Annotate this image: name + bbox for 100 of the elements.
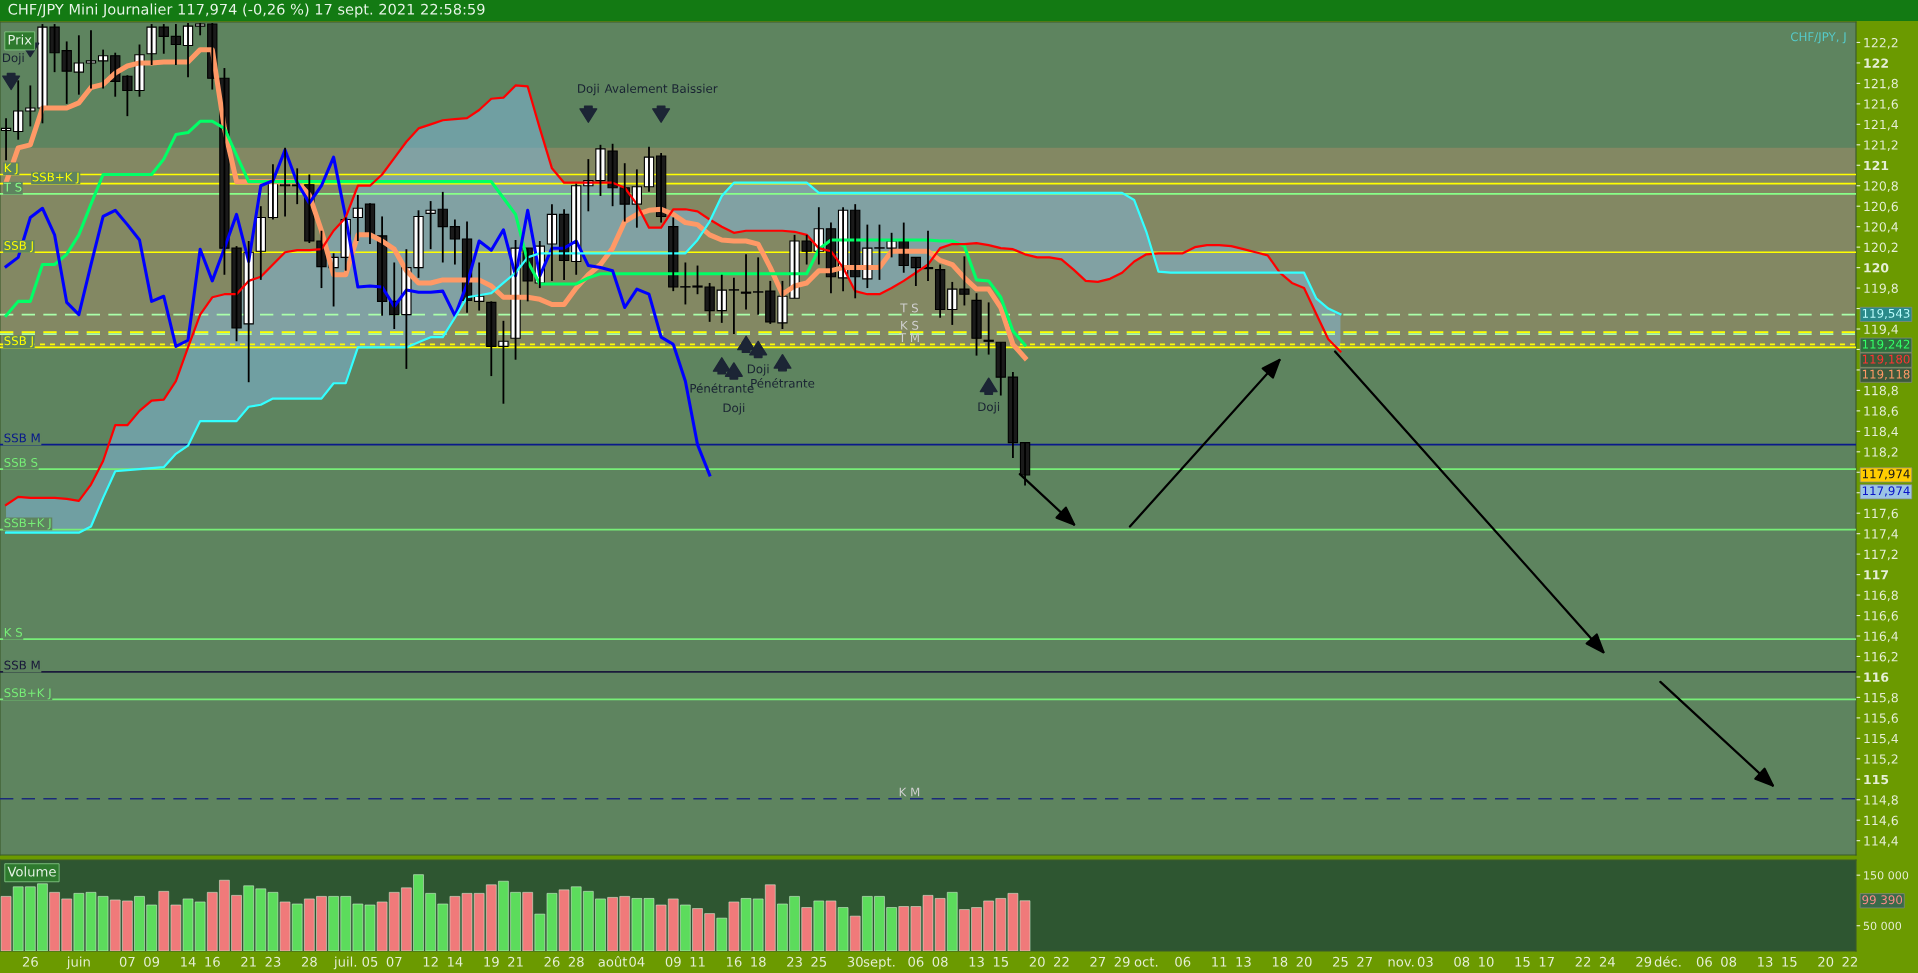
y-tick-label: 114,8 bbox=[1864, 795, 1898, 806]
x-tick-label: 14 bbox=[181, 956, 196, 967]
x-tick-label: nov. bbox=[1388, 959, 1414, 967]
x-tick-label: 08 bbox=[932, 956, 948, 967]
ref-line-label: SSB+K J bbox=[4, 518, 51, 530]
ref-line-label: SSB M bbox=[4, 433, 40, 443]
x-tick-label: 09 bbox=[144, 956, 160, 967]
y-tick-label: 121 bbox=[1864, 160, 1889, 171]
ref-line-label: SSB S bbox=[4, 457, 38, 467]
ref-line-label: SSB J bbox=[4, 336, 33, 348]
x-tick-label: 26 bbox=[22, 956, 38, 967]
x-tick-label: 09 bbox=[665, 956, 681, 967]
y-tick-label: 122 bbox=[1864, 58, 1888, 68]
annotation: Doji bbox=[578, 83, 599, 96]
ref-line-label: K M bbox=[899, 787, 920, 797]
line-series bbox=[4, 119, 1027, 347]
x-tick-label: 11 bbox=[690, 956, 705, 967]
y-tick-label: 116,2 bbox=[1864, 651, 1898, 663]
ref-line-label: SSB J bbox=[4, 241, 33, 253]
ref-line-label: K S bbox=[4, 627, 23, 637]
y-tick-label: 121,4 bbox=[1864, 119, 1899, 131]
x-tick-label: 13 bbox=[1236, 956, 1251, 967]
chart-title: CHF/JPY Mini Journalier 117,974 (-0,26 %) 17 sept. 2021 22:58:59 bbox=[8, 3, 485, 18]
x-tick-label: 16 bbox=[726, 956, 742, 967]
x-tick-label: 23 bbox=[787, 956, 802, 967]
ref-line-label: SSB+K J bbox=[32, 172, 79, 184]
y-tick-label: 118,8 bbox=[1864, 385, 1898, 397]
x-tick-label: 23 bbox=[265, 956, 281, 967]
y-tick-label: 117,4 bbox=[1864, 529, 1899, 540]
ref-line-label: K J bbox=[4, 163, 18, 175]
y-tick-label: 120,6 bbox=[1864, 201, 1898, 213]
y-tick-label: 114,6 bbox=[1864, 815, 1898, 827]
annotation: Doji bbox=[978, 402, 1000, 414]
x-tick-label: 08 bbox=[1454, 956, 1470, 967]
y-tick-label: 121,2 bbox=[1864, 140, 1898, 151]
x-tick-label: 15 bbox=[1515, 956, 1530, 967]
y-tick-label: 122,2 bbox=[1864, 37, 1898, 49]
candlestick bbox=[85, 29, 97, 90]
text: 119,543 bbox=[1862, 308, 1910, 320]
annotation: Volume bbox=[7, 866, 56, 877]
y-tick-label: 116,6 bbox=[1864, 611, 1898, 622]
x-tick-label: déc. bbox=[1654, 956, 1681, 967]
x-tick-label: 20 bbox=[1296, 956, 1312, 967]
x-tick-label: 27 bbox=[1090, 956, 1106, 967]
x-tick-label: 29 bbox=[1636, 956, 1652, 967]
ref-line-label: T S bbox=[900, 303, 919, 313]
x-tick-label: 06 bbox=[908, 956, 924, 967]
text: 119,118 bbox=[1862, 369, 1910, 380]
y-tick-label: 115,6 bbox=[1864, 713, 1898, 725]
y-tick-label: 118,4 bbox=[1864, 426, 1899, 438]
x-tick-label: 11 bbox=[1212, 956, 1227, 967]
x-tick-label: 20 bbox=[1818, 956, 1834, 967]
x-tick-label: 25 bbox=[811, 956, 827, 967]
x-tick-label: 27 bbox=[1357, 956, 1372, 967]
x-tick-label: 24 bbox=[1599, 956, 1615, 967]
x-tick-label: 20 bbox=[1029, 956, 1045, 967]
x-tick-label: 29 bbox=[1114, 956, 1130, 967]
x-tick-label: 30 bbox=[847, 956, 863, 967]
x-tick-label: 21 bbox=[508, 956, 523, 967]
x-tick-label: 22 bbox=[1054, 956, 1069, 967]
x-tick-label: 16 bbox=[205, 956, 220, 967]
y-tick-label: 120 bbox=[1864, 263, 1889, 273]
y-tick-label: 120,8 bbox=[1864, 181, 1898, 192]
text: 119,180 bbox=[1862, 354, 1910, 365]
annotation: Doji bbox=[723, 403, 745, 415]
x-tick-label: août bbox=[598, 956, 628, 967]
annotation: Doji bbox=[747, 364, 769, 376]
x-tick-label: 15 bbox=[1782, 956, 1797, 967]
y-tick-label: 115 bbox=[1864, 774, 1889, 785]
y-tick-label: 116,4 bbox=[1864, 631, 1899, 643]
annotation: Prix bbox=[8, 34, 32, 45]
x-tick-label: sept. bbox=[863, 957, 895, 970]
x-tick-label: 25 bbox=[1333, 956, 1348, 967]
x-tick-label: 28 bbox=[301, 956, 317, 967]
ref-line-label: K S bbox=[901, 320, 919, 330]
y-tick-label: 115,2 bbox=[1864, 754, 1898, 766]
y-tick-label: 119,4 bbox=[1864, 324, 1899, 336]
x-tick-label: 07 bbox=[119, 956, 135, 967]
text: 117,974 bbox=[1862, 486, 1910, 497]
candlestick bbox=[971, 292, 982, 357]
text: 117,974 bbox=[1862, 469, 1910, 480]
x-tick-label: 18 bbox=[1272, 956, 1288, 967]
x-tick-label: 28 bbox=[568, 956, 584, 967]
ref-line-label: T M bbox=[898, 333, 919, 342]
x-tick-label: juil. bbox=[333, 956, 357, 970]
x-tick-label: 22 bbox=[1842, 956, 1858, 967]
y-tick-label: 120,4 bbox=[1864, 222, 1899, 233]
x-tick-label: 10 bbox=[1479, 956, 1494, 967]
y-tick-label: 117 bbox=[1864, 570, 1889, 580]
y-tick-label: 114,4 bbox=[1864, 836, 1899, 847]
y-tick-label: 121,6 bbox=[1864, 99, 1898, 111]
annotation: CHF/JPY, J bbox=[1790, 32, 1846, 44]
x-tick-label: 04 bbox=[629, 956, 645, 967]
y-tick-label: 116,8 bbox=[1864, 590, 1898, 602]
x-tick-label: 19 bbox=[484, 956, 499, 967]
y-tick-label: 117,6 bbox=[1864, 508, 1898, 520]
annotation: Doji bbox=[3, 53, 24, 65]
y-tick-label: 120,2 bbox=[1864, 242, 1898, 254]
x-tick-label: 13 bbox=[1758, 956, 1773, 967]
x-tick-label: juin bbox=[66, 956, 90, 970]
